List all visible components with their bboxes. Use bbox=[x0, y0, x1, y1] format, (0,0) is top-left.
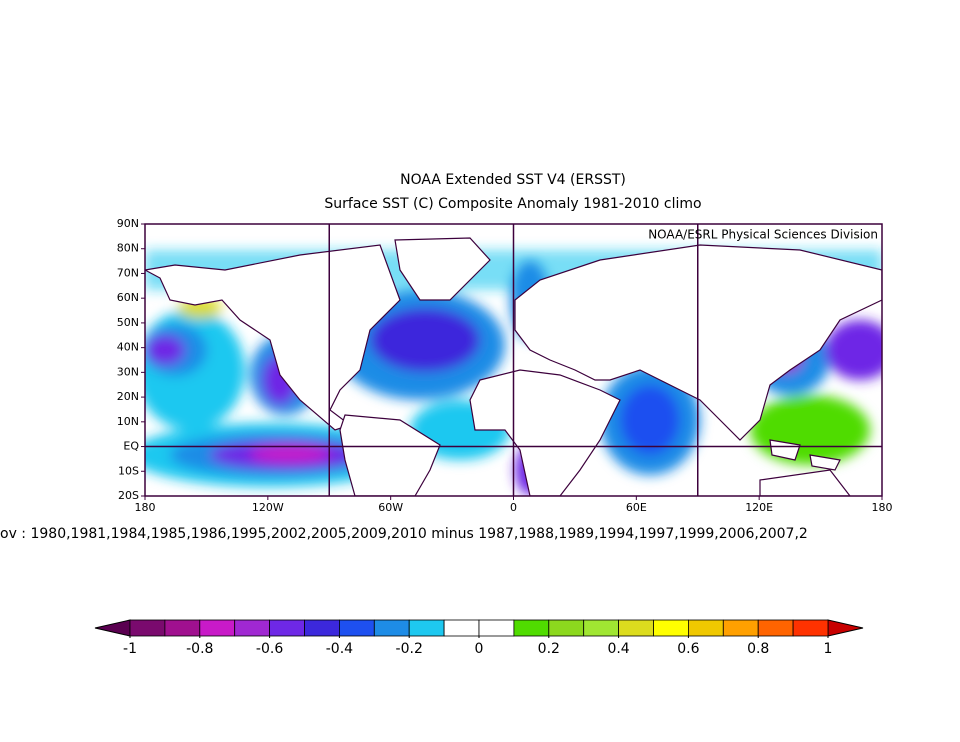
colorbar-over bbox=[827, 619, 864, 637]
x-tick-label: 0 bbox=[510, 501, 517, 514]
colorbar-box bbox=[688, 619, 724, 637]
map-field bbox=[145, 224, 882, 496]
colorbar-box bbox=[408, 619, 445, 637]
colorbar-label: 0.2 bbox=[538, 641, 560, 657]
composite-note: ov : 1980,1981,1984,1985,1986,1995,2002,… bbox=[0, 526, 808, 542]
colorbar-label: 1 bbox=[824, 641, 833, 657]
y-tick-label: 70N bbox=[117, 266, 139, 279]
colorbar-box bbox=[129, 619, 166, 637]
y-tick-label: 90N bbox=[117, 217, 139, 230]
credit: NOAA/ESRL Physical Sciences Division bbox=[648, 228, 878, 242]
x-tick-label: 120E bbox=[745, 501, 773, 514]
title: NOAA Extended SST V4 (ERSST) bbox=[400, 172, 626, 188]
y-tick-label: 30N bbox=[117, 365, 139, 378]
colorbar-box bbox=[304, 619, 340, 637]
colorbar-box bbox=[443, 619, 480, 637]
gridlines bbox=[145, 224, 882, 496]
colorbar-box bbox=[653, 619, 689, 637]
y-tick-label: 10S bbox=[118, 464, 139, 477]
colorbar-box bbox=[478, 619, 515, 637]
y-tick-label: 60N bbox=[117, 291, 139, 304]
colorbar-box bbox=[338, 619, 375, 637]
y-tick-label: 40N bbox=[117, 341, 139, 354]
x-tick-label: 60E bbox=[626, 501, 647, 514]
subtitle: Surface SST (C) Composite Anomaly 1981-2… bbox=[324, 196, 701, 212]
x-tick-label: 180 bbox=[135, 501, 156, 514]
colorbar-box bbox=[583, 619, 620, 637]
colorbar-box bbox=[164, 619, 201, 637]
y-tick-label: EQ bbox=[123, 440, 139, 453]
x-tick-label: 120W bbox=[252, 501, 284, 514]
x-tick-label: 180 bbox=[872, 501, 893, 514]
y-tick-label: 20S bbox=[118, 489, 139, 502]
colorbar-label: 0.4 bbox=[607, 641, 629, 657]
colorbar-label: -0.6 bbox=[256, 641, 283, 657]
colorbar-box bbox=[199, 619, 236, 637]
colorbar: -1 -0.8 -0.6 -0.4 -0.2 0 0.2 0.4 0.6 0.8 1 bbox=[94, 619, 864, 657]
colorbar-box bbox=[373, 619, 410, 637]
colorbar-box bbox=[792, 619, 829, 637]
colorbar-box bbox=[234, 619, 270, 637]
colorbar-box bbox=[722, 619, 759, 637]
y-tick-label: 50N bbox=[117, 316, 139, 329]
colorbar-box bbox=[548, 619, 585, 637]
colorbar-box bbox=[513, 619, 550, 637]
colorbar-label: 0.8 bbox=[747, 641, 769, 657]
colorbar-label: -1 bbox=[123, 641, 137, 657]
colorbar-label: 0 bbox=[475, 641, 484, 657]
colorbar-label: -0.8 bbox=[186, 641, 213, 657]
y-tick-label: 80N bbox=[117, 242, 139, 255]
colorbar-box bbox=[618, 619, 654, 637]
colorbar-under bbox=[94, 619, 131, 637]
colorbar-label: -0.2 bbox=[396, 641, 423, 657]
y-tick-label: 10N bbox=[117, 415, 139, 428]
y-tick-label: 20N bbox=[117, 390, 139, 403]
colorbar-label: -0.4 bbox=[326, 641, 353, 657]
colorbar-label: 0.6 bbox=[677, 641, 699, 657]
colorbar-box bbox=[269, 619, 305, 637]
colorbar-box bbox=[757, 619, 794, 637]
x-tick-label: 60W bbox=[378, 501, 403, 514]
